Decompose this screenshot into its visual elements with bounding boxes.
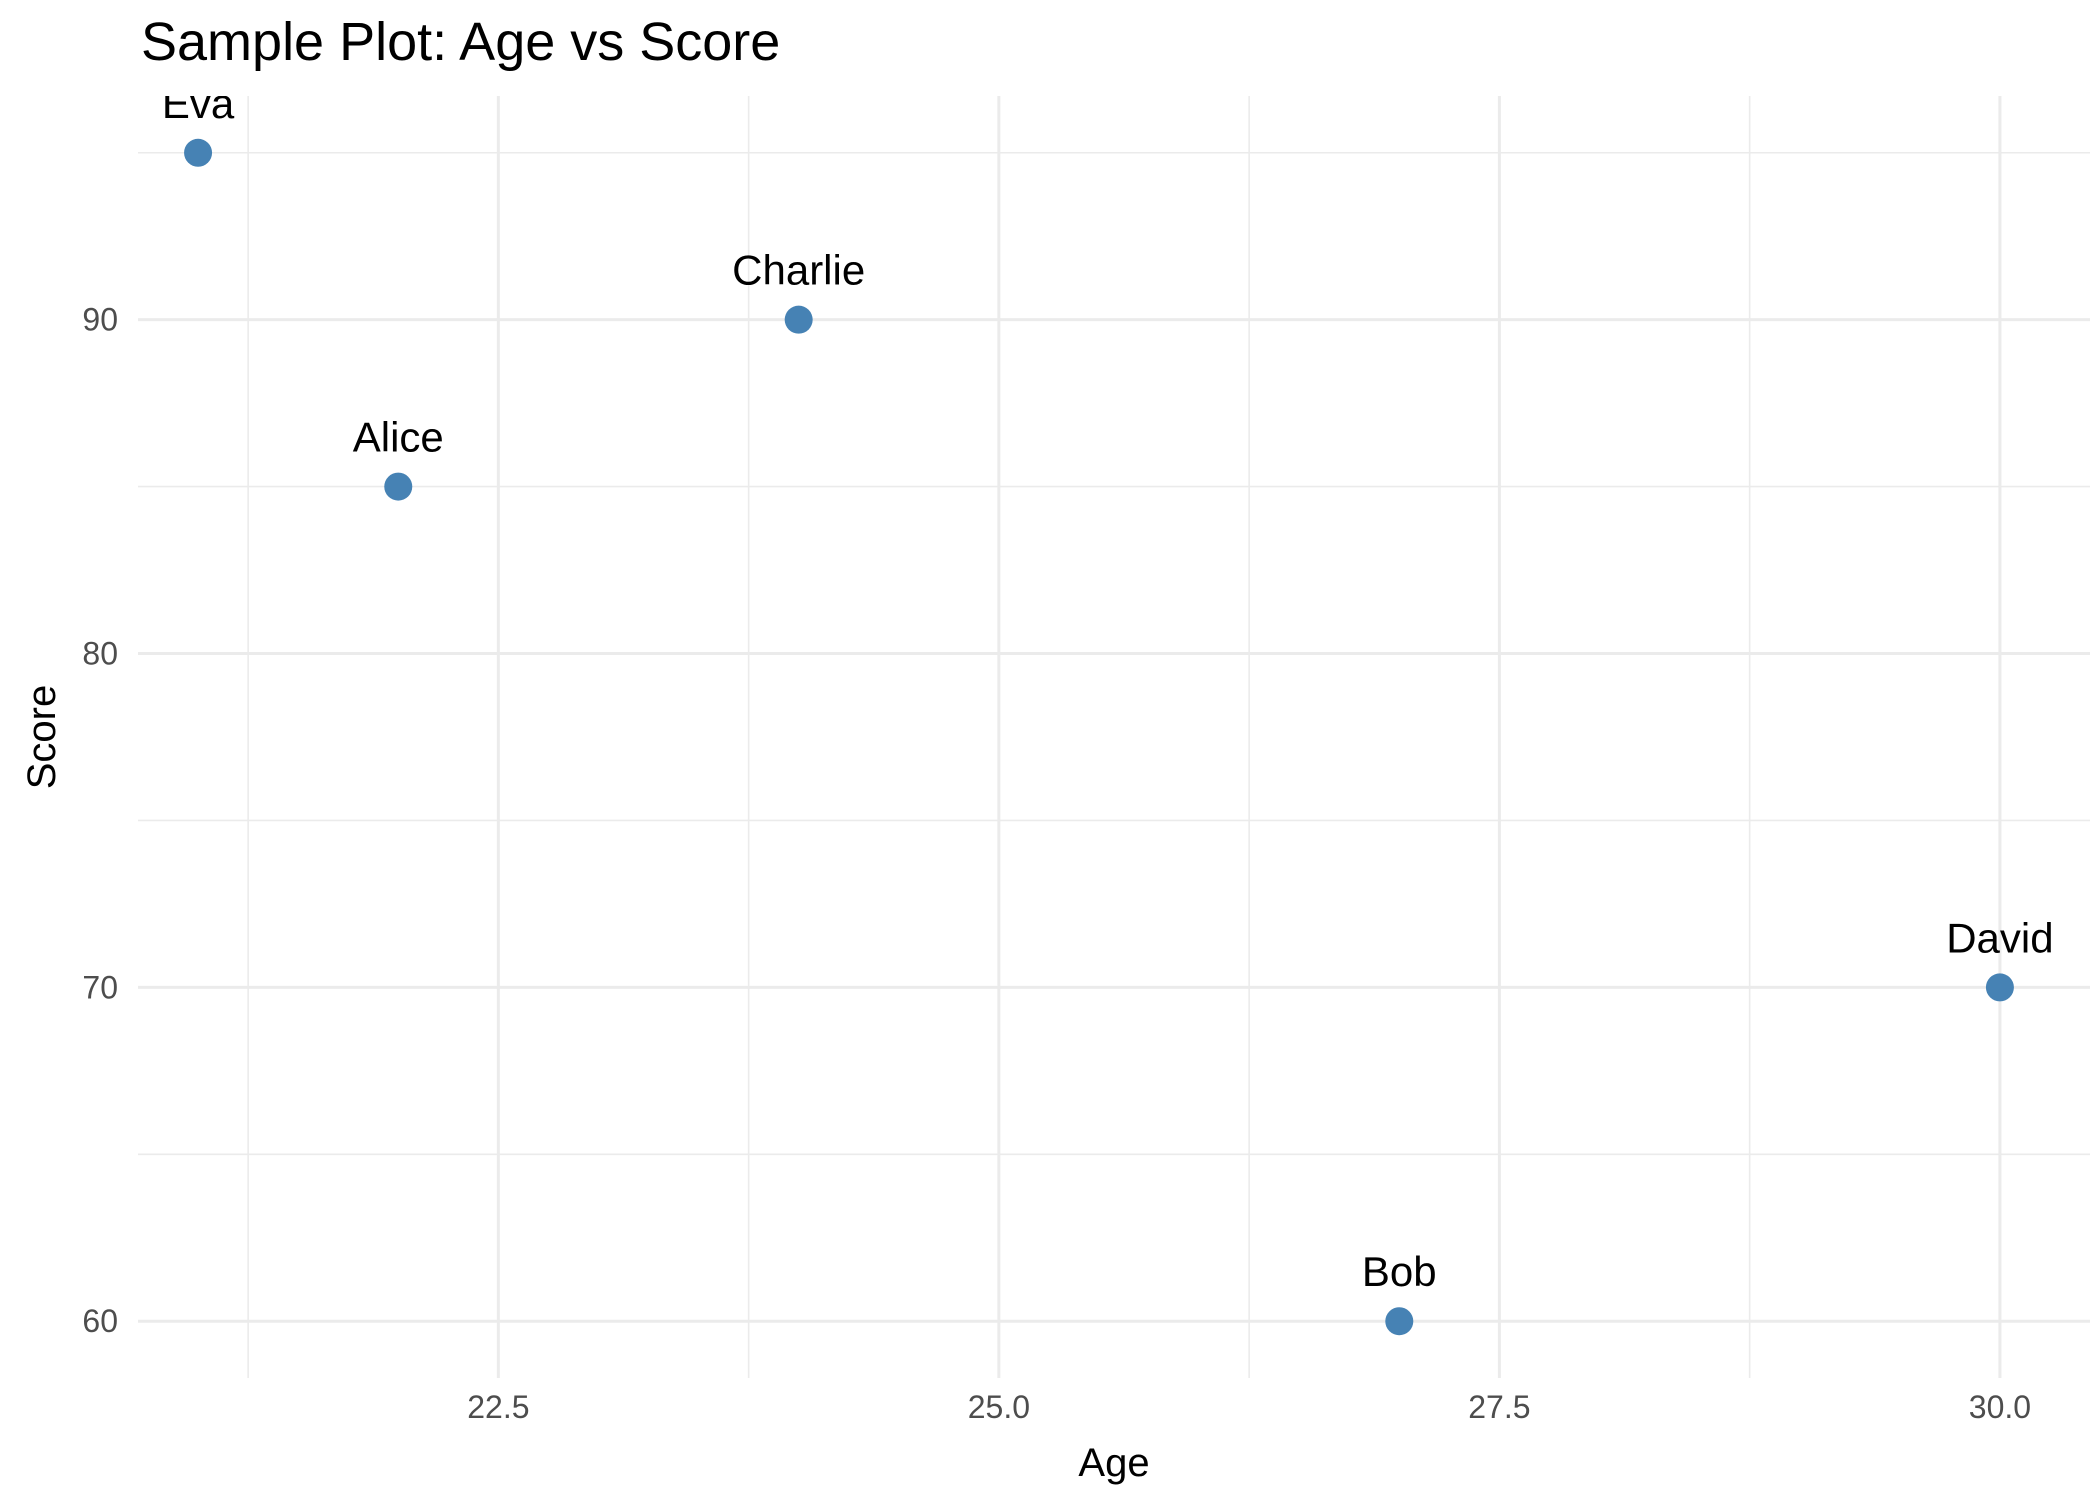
grid xyxy=(138,96,2090,1378)
x-tick-label: 25.0 xyxy=(968,1389,1030,1425)
y-axis-ticks: 60 70 80 90 xyxy=(82,302,118,1340)
y-tick-label: 60 xyxy=(82,1303,118,1339)
data-labels: Alice Bob Charlie David Eva xyxy=(162,80,2054,1295)
data-point xyxy=(784,305,813,334)
x-tick-label: 22.5 xyxy=(467,1389,529,1425)
x-tick-label: 27.5 xyxy=(1468,1389,1530,1425)
data-point-label: Bob xyxy=(1362,1248,1437,1295)
y-tick-label: 90 xyxy=(82,302,118,338)
data-point xyxy=(1985,973,2014,1002)
chart-title: Sample Plot: Age vs Score xyxy=(141,12,780,72)
x-axis-title: Age xyxy=(1078,1441,1149,1485)
x-tick-label: 30.0 xyxy=(1969,1389,2031,1425)
data-point-label: Charlie xyxy=(732,247,865,294)
y-tick-label: 80 xyxy=(82,636,118,672)
data-point xyxy=(1385,1307,1414,1336)
data-point-label: Alice xyxy=(353,414,444,461)
data-point xyxy=(384,472,413,501)
y-tick-label: 70 xyxy=(82,969,118,1005)
x-axis-ticks: 22.5 25.0 27.5 30.0 xyxy=(467,1389,2031,1425)
y-axis-title: Score xyxy=(20,685,64,790)
data-point xyxy=(184,138,213,167)
data-point-label: Eva xyxy=(162,80,235,127)
data-point-label: David xyxy=(1946,914,2053,961)
data-points xyxy=(184,138,2014,1336)
